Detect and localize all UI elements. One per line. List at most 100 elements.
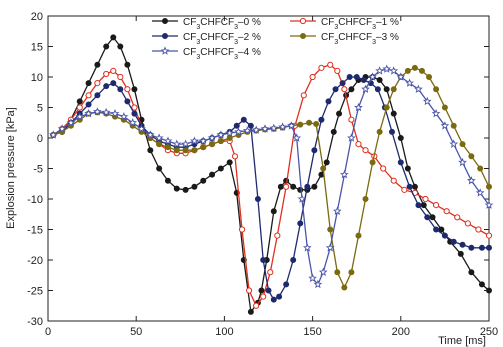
x-tick-label: 250	[480, 326, 498, 338]
x-tick-label: 0	[45, 326, 51, 338]
data-point	[292, 133, 302, 142]
data-point	[253, 302, 260, 309]
data-point	[339, 80, 346, 87]
data-point	[117, 43, 124, 50]
data-point	[269, 123, 279, 132]
data-point	[297, 194, 307, 203]
data-point	[270, 208, 277, 215]
legend-label-part: 3	[196, 39, 200, 46]
data-point	[375, 66, 385, 75]
data-point	[475, 226, 482, 233]
data-point	[323, 159, 330, 166]
data-point	[304, 183, 311, 190]
data-point	[346, 74, 353, 81]
data-point	[334, 67, 341, 75]
data-point	[260, 256, 267, 263]
legend-label-part: CF	[321, 32, 334, 43]
data-point	[240, 116, 247, 123]
data-point	[383, 86, 390, 93]
data-point	[110, 80, 117, 87]
x-axis-label: Time [ms]	[438, 335, 486, 347]
data-point	[348, 86, 355, 93]
data-point	[411, 64, 418, 71]
data-point	[433, 226, 440, 233]
data-point	[124, 61, 131, 68]
data-point	[164, 177, 171, 184]
data-point	[485, 287, 492, 294]
data-point	[390, 177, 397, 184]
y-tick-label: -30	[27, 316, 43, 328]
legend-item: CF3CHFCF3–0 %	[152, 17, 261, 31]
data-point	[347, 133, 356, 142]
data-point	[313, 279, 323, 289]
legend-marker	[160, 46, 170, 55]
data-point	[270, 296, 277, 303]
data-point	[459, 241, 466, 248]
y-tick-label: -15	[27, 225, 43, 237]
data-point	[468, 244, 475, 251]
y-tick-label: 20	[31, 11, 43, 23]
plot-area	[47, 15, 490, 322]
data-point	[265, 287, 272, 294]
data-point	[390, 110, 397, 117]
data-point	[422, 96, 432, 106]
data-point	[156, 165, 163, 172]
data-point	[336, 110, 343, 117]
data-point	[85, 80, 92, 87]
data-point	[325, 243, 335, 252]
data-point	[190, 136, 199, 145]
data-point	[380, 165, 387, 172]
data-point	[325, 98, 332, 105]
data-point	[76, 104, 83, 111]
data-point	[226, 134, 233, 141]
data-point	[415, 202, 422, 209]
data-point	[163, 136, 173, 145]
data-point	[341, 284, 348, 291]
data-point	[101, 107, 111, 117]
data-point	[75, 112, 85, 121]
data-point	[225, 128, 235, 137]
data-point	[297, 186, 304, 193]
data-point	[368, 72, 377, 81]
data-point	[369, 159, 376, 166]
data-point	[103, 70, 110, 78]
data-point	[390, 86, 397, 93]
legend-label-part: CF	[183, 47, 196, 58]
data-point	[297, 220, 304, 227]
data-point	[200, 177, 207, 184]
data-point	[397, 159, 404, 166]
legend-label-part: CF	[321, 17, 334, 28]
data-point	[283, 183, 290, 190]
data-point	[353, 74, 360, 81]
data-point	[137, 124, 146, 133]
y-tick-label: 0	[37, 133, 43, 145]
data-point	[66, 118, 76, 127]
data-point	[475, 188, 485, 197]
data-point	[198, 136, 208, 145]
legend-label-part: –1 %	[376, 17, 399, 28]
data-point	[274, 232, 281, 239]
legend-label-part: CF	[183, 32, 196, 43]
data-point	[411, 183, 418, 190]
data-point	[354, 102, 363, 112]
data-point	[362, 147, 369, 154]
data-point	[233, 122, 240, 129]
data-point	[57, 124, 67, 133]
data-point	[308, 273, 317, 283]
data-point	[406, 183, 413, 190]
data-point	[360, 77, 367, 84]
data-point	[93, 107, 102, 116]
data-point	[117, 73, 124, 81]
data-point	[422, 195, 429, 203]
data-point	[441, 232, 448, 239]
legend-label-part: CHFCF	[200, 17, 234, 28]
data-point	[318, 64, 325, 71]
data-point	[432, 202, 440, 209]
legend-marker	[161, 17, 168, 24]
data-point	[320, 165, 327, 172]
data-point	[330, 128, 337, 135]
data-point	[209, 171, 216, 178]
data-point	[339, 170, 349, 179]
data-point	[94, 61, 101, 68]
